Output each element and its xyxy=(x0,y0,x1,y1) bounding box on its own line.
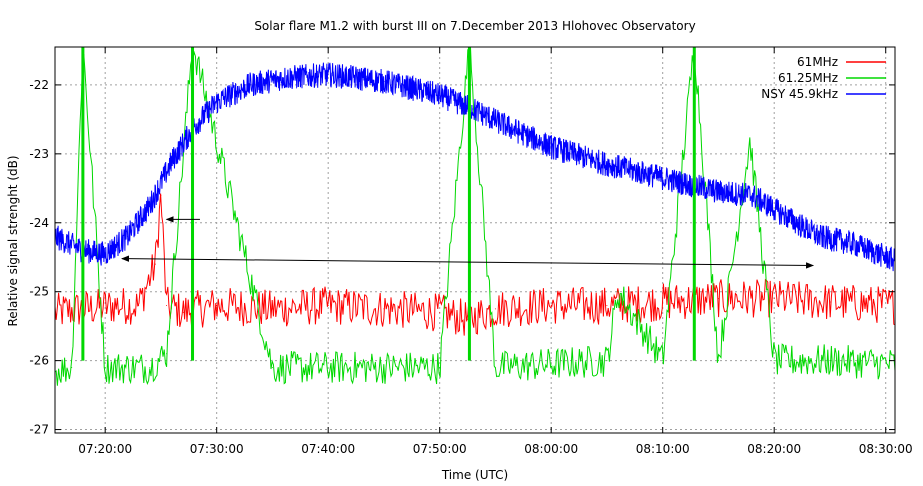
data-point xyxy=(383,81,385,82)
x-tick-label: 08:10:00 xyxy=(636,442,690,456)
data-point xyxy=(127,236,128,238)
data-point xyxy=(751,194,753,196)
y-tick-label: -22 xyxy=(29,78,49,92)
x-tick-label: 07:30:00 xyxy=(190,442,244,456)
x-tick-label: 07:40:00 xyxy=(301,442,355,456)
data-point xyxy=(192,43,193,44)
annotation-arrow xyxy=(121,255,815,269)
data-point xyxy=(327,74,329,76)
x-tick-label: 08:20:00 xyxy=(747,442,801,456)
series-layer xyxy=(55,43,895,386)
ticks: 07:20:00 07:30:00 07:40:00 07:50:00 08:00:00… xyxy=(29,47,913,456)
grid xyxy=(55,47,895,433)
y-tick-label: -24 xyxy=(29,216,49,230)
data-point xyxy=(662,301,664,303)
data-point xyxy=(166,353,167,355)
data-point xyxy=(439,367,441,368)
data-point xyxy=(718,191,719,193)
data-point xyxy=(82,43,83,44)
x-tick-label: 07:50:00 xyxy=(413,442,467,456)
legend-label: 61MHz xyxy=(797,55,838,69)
burst-spike xyxy=(81,47,85,361)
burst-spike xyxy=(467,47,471,361)
x-tick-label: 08:30:00 xyxy=(859,442,913,456)
data-point xyxy=(829,301,831,303)
x-axis-label: Time (UTC) xyxy=(441,468,508,482)
data-point xyxy=(439,94,441,96)
legend-label: 61.25MHz xyxy=(778,71,838,85)
data-point xyxy=(851,242,853,244)
data-point xyxy=(829,360,831,362)
data-point xyxy=(550,363,552,365)
data-point xyxy=(467,318,469,320)
y-tick-label: -25 xyxy=(29,285,49,299)
series-line-2 xyxy=(55,62,895,272)
data-point xyxy=(550,146,552,148)
data-point xyxy=(494,308,496,310)
data-point xyxy=(104,253,106,255)
annotations xyxy=(121,216,815,269)
data-point xyxy=(550,305,552,306)
data-point xyxy=(216,305,218,306)
data-point xyxy=(271,367,273,368)
y-axis-label: Relative signal strenght (dB) xyxy=(6,155,20,326)
data-point xyxy=(749,139,751,141)
data-point xyxy=(71,367,73,368)
data-point xyxy=(115,305,117,306)
y-tick-label: -26 xyxy=(29,354,49,368)
data-point xyxy=(606,305,608,306)
legend-label: NSY 45.9kHz xyxy=(761,87,838,101)
data-point xyxy=(718,298,719,300)
data-point xyxy=(606,163,608,165)
burst-spike xyxy=(692,47,696,361)
data-point xyxy=(166,305,167,306)
data-point xyxy=(193,125,195,127)
chart-title: Solar flare M1.2 with burst III on 7.Dec… xyxy=(254,19,695,33)
data-point xyxy=(383,367,385,368)
y-tick-label: -23 xyxy=(29,147,49,161)
y-tick-label: -27 xyxy=(29,423,49,437)
legend: 61MHz 61.25MHz NSY 45.9kHz xyxy=(761,55,886,101)
data-point xyxy=(249,84,251,86)
data-point xyxy=(271,308,273,310)
x-tick-label: 07:20:00 xyxy=(78,442,132,456)
plot-frame xyxy=(54,46,896,434)
data-point xyxy=(439,311,441,313)
data-point xyxy=(472,108,474,110)
data-point xyxy=(784,215,786,217)
data-point xyxy=(506,125,508,127)
data-point xyxy=(149,367,151,368)
data-point xyxy=(606,360,608,362)
data-point xyxy=(216,101,218,103)
data-point xyxy=(617,291,619,293)
data-point xyxy=(694,43,695,44)
burst-spike xyxy=(191,47,195,361)
data-point xyxy=(182,311,184,313)
data-point xyxy=(149,205,151,206)
data-point xyxy=(773,360,775,362)
data-point xyxy=(773,298,775,300)
data-point xyxy=(171,160,173,162)
data-point xyxy=(494,367,496,368)
series-line-0 xyxy=(55,193,895,336)
data-point xyxy=(469,43,470,44)
data-point xyxy=(160,194,162,196)
data-point xyxy=(138,305,140,306)
data-point xyxy=(154,263,156,265)
x-tick-label: 08:00:00 xyxy=(524,442,578,456)
data-point xyxy=(283,77,285,79)
data-point xyxy=(718,360,719,362)
data-point xyxy=(662,177,664,179)
data-point xyxy=(818,236,820,238)
data-point xyxy=(662,360,664,362)
data-point xyxy=(383,308,385,310)
data-point xyxy=(104,367,106,368)
data-point xyxy=(327,305,329,306)
